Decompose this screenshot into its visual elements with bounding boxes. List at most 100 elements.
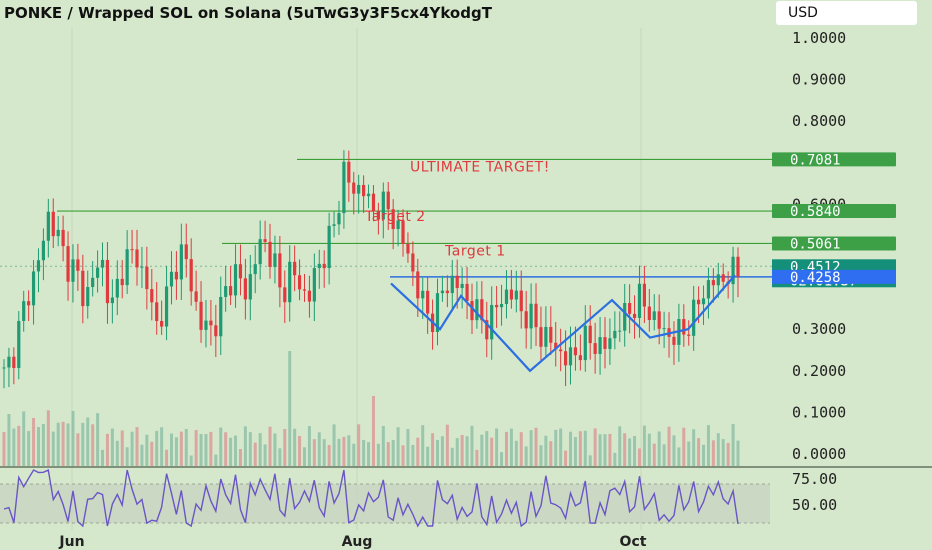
volume-bar xyxy=(219,427,223,466)
candle-body xyxy=(563,351,568,366)
candle-body xyxy=(243,278,247,300)
candle-body xyxy=(41,240,46,261)
volume-bar xyxy=(298,435,302,466)
candle-body xyxy=(209,320,213,326)
candle-body xyxy=(411,253,415,272)
volume-bar xyxy=(593,428,597,466)
volume-bar xyxy=(588,455,592,466)
candle-body xyxy=(288,261,292,303)
volume-bar xyxy=(105,433,109,466)
candle-body xyxy=(357,184,361,194)
volume-bar xyxy=(273,433,277,466)
candle-body xyxy=(258,239,262,265)
volume-bar xyxy=(667,426,671,466)
volume-bar xyxy=(662,444,666,466)
candle-body xyxy=(455,275,459,289)
candle-body xyxy=(682,318,686,335)
y-axis: 1.00000.90000.80000.60000.30000.20000.10… xyxy=(792,29,846,514)
candle-body xyxy=(716,274,720,286)
candle-body xyxy=(401,220,405,244)
candle-body xyxy=(578,355,582,361)
candle-body xyxy=(22,301,26,321)
candle-body xyxy=(593,343,597,354)
candle-body xyxy=(253,264,257,275)
volume-bar xyxy=(495,428,499,466)
candle-body xyxy=(687,334,691,336)
candle-body xyxy=(371,193,376,212)
volume-bar xyxy=(278,448,282,466)
volume-bar xyxy=(569,431,573,466)
volume-bar xyxy=(36,427,40,466)
volume-bar xyxy=(440,436,444,466)
volume-bar xyxy=(470,425,474,466)
volume-bar xyxy=(554,429,558,466)
x-tick-label: Aug xyxy=(342,534,373,550)
volume-bar xyxy=(736,440,740,466)
volume-bar xyxy=(258,433,262,466)
volume-bar xyxy=(130,431,134,466)
volume-bar xyxy=(140,444,144,466)
volume-bar xyxy=(490,437,494,466)
candle-body xyxy=(150,289,154,303)
volume-bar xyxy=(22,411,26,466)
candle-body xyxy=(396,220,400,230)
candle-body xyxy=(701,298,706,305)
volume-bar xyxy=(7,414,11,466)
neckline-label: 0.4258 xyxy=(790,270,841,286)
volume-bar xyxy=(332,424,336,466)
volume-bar xyxy=(165,449,169,466)
candle-body xyxy=(66,246,70,282)
candle-body xyxy=(406,243,410,254)
volume-bar xyxy=(214,454,218,466)
volume-bar xyxy=(41,423,45,466)
candle-body xyxy=(362,184,366,197)
candle-body xyxy=(544,326,548,347)
volume-bar xyxy=(312,439,316,466)
candle-body xyxy=(46,211,50,241)
volume-bar xyxy=(169,433,173,466)
candle-body xyxy=(17,320,21,368)
candle-body xyxy=(485,320,489,340)
volume-bar xyxy=(12,428,16,466)
volume-bar xyxy=(135,427,139,466)
volume-bar xyxy=(583,430,587,466)
volume-bar xyxy=(416,437,420,466)
volume-bar xyxy=(652,443,656,466)
candle-body xyxy=(495,304,499,308)
annotations: ULTIMATE TARGET! Target 2 Target 1 xyxy=(364,159,550,259)
volume-bar xyxy=(421,425,425,466)
candle-body xyxy=(652,311,656,320)
volume-bar xyxy=(288,351,292,466)
candle-body xyxy=(233,264,238,296)
volume-bar xyxy=(302,447,306,466)
candle-body xyxy=(721,274,725,282)
candle-body xyxy=(618,330,622,332)
volume-bar xyxy=(642,425,646,466)
volume-bar xyxy=(411,444,415,466)
volume-bar xyxy=(549,441,553,466)
candle-body xyxy=(632,313,637,318)
candle-body xyxy=(736,256,740,277)
price-tag-label: 0.5061 xyxy=(790,236,841,252)
volume-bar xyxy=(184,428,188,466)
volume-bar xyxy=(86,417,90,466)
volume-bar xyxy=(608,433,612,466)
volume-bar xyxy=(110,428,114,466)
volume-bar xyxy=(155,430,159,466)
volume-bar xyxy=(71,410,75,466)
candle-body xyxy=(337,213,341,225)
candle-body xyxy=(559,349,563,352)
candle-body xyxy=(86,287,90,307)
volume-bar xyxy=(633,436,637,466)
volume-bar xyxy=(145,434,149,466)
volume-bar xyxy=(66,423,70,466)
candle-body xyxy=(268,241,272,267)
target-annotation: Target 1 xyxy=(444,243,506,259)
volume-bar xyxy=(702,444,706,466)
rsi-line xyxy=(3,468,739,528)
currency-button[interactable]: USD xyxy=(776,1,917,25)
target-annotation: ULTIMATE TARGET! xyxy=(410,159,550,175)
candle-body xyxy=(293,261,297,276)
